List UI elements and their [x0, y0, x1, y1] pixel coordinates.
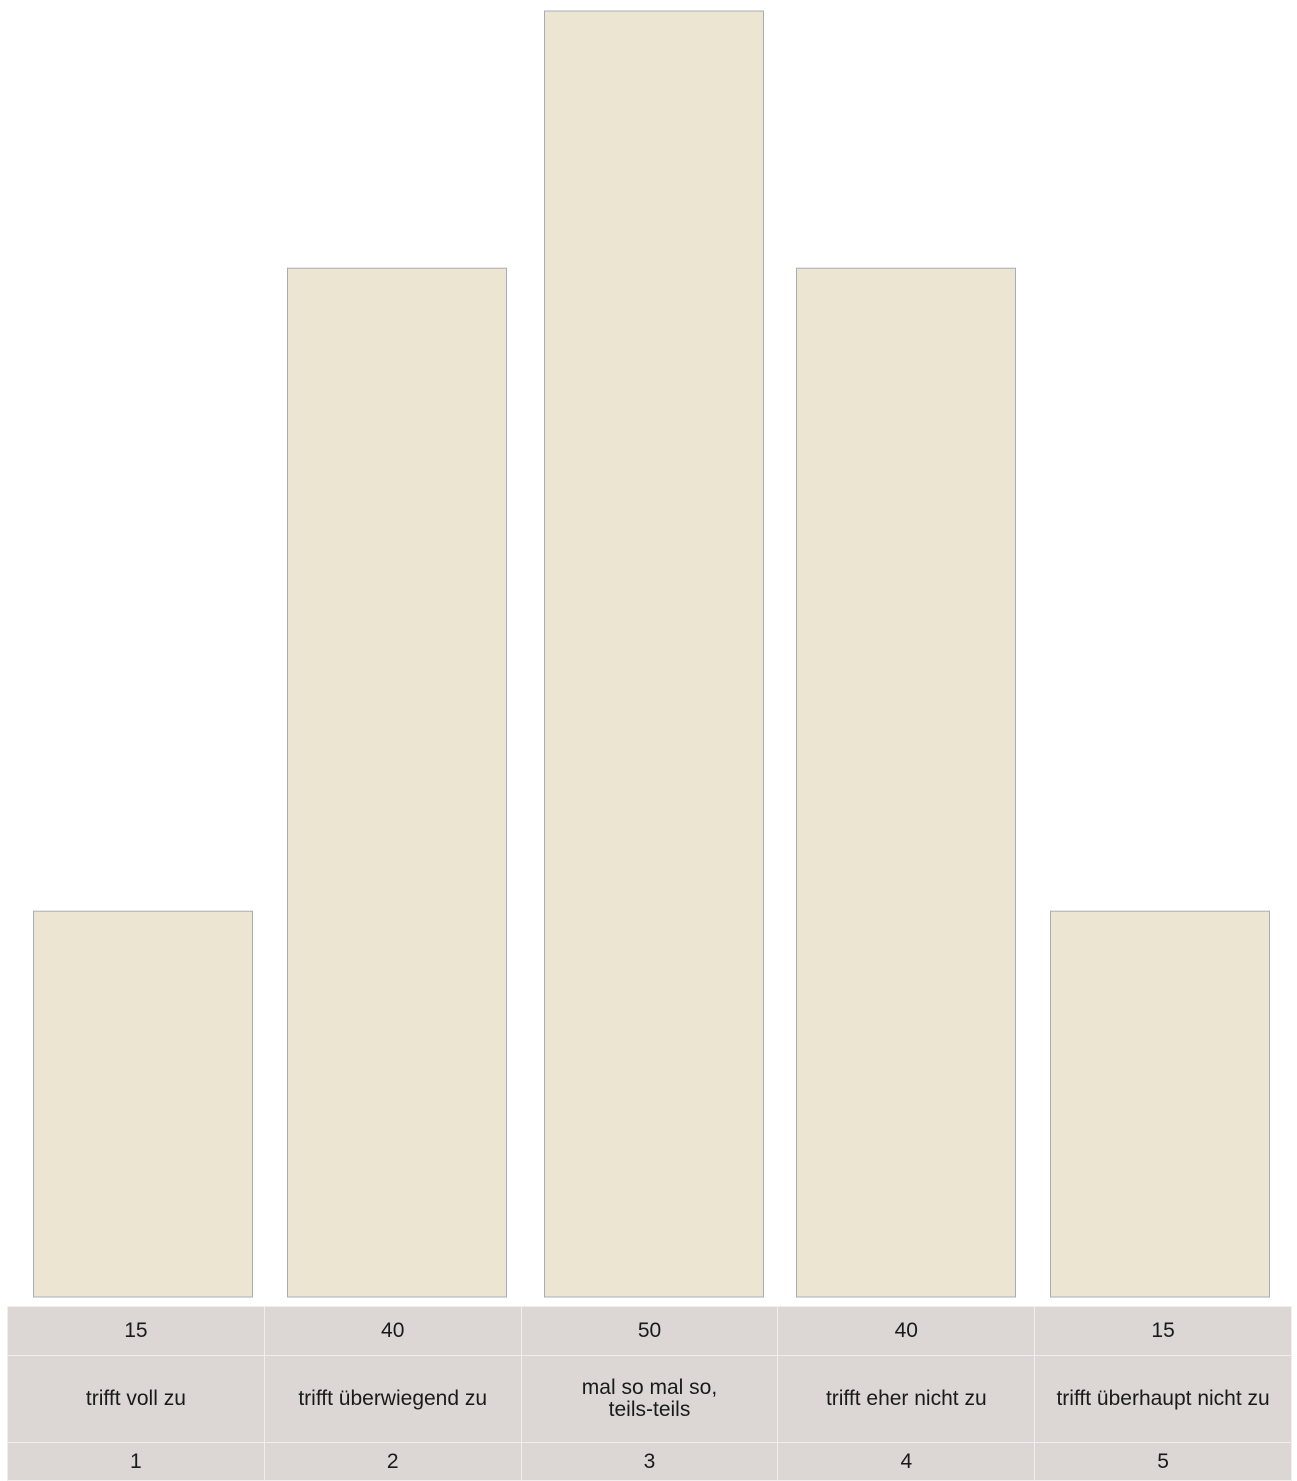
- category-number-cell: 4: [777, 1442, 1036, 1481]
- bar-2: [287, 267, 507, 1298]
- bar-chart-plot: [33, 10, 1270, 1298]
- bar-1: [33, 910, 253, 1298]
- category-number-cell: 3: [520, 1442, 779, 1481]
- bar-4: [796, 267, 1016, 1298]
- value-cell: 40: [263, 1306, 522, 1356]
- value-cell: 15: [7, 1306, 265, 1356]
- value-cell: 40: [777, 1306, 1036, 1356]
- data-table: 15 40 50 40 15 trifft voll zu trifft übe…: [7, 1306, 1292, 1481]
- label-row: trifft voll zu trifft überwiegend zu mal…: [7, 1355, 1292, 1443]
- category-number-cell: 1: [7, 1442, 265, 1481]
- value-cell: 15: [1034, 1306, 1292, 1356]
- category-label-cell: trifft voll zu: [7, 1355, 265, 1443]
- category-number-row: 1 2 3 4 5: [7, 1442, 1292, 1481]
- category-number-cell: 2: [263, 1442, 522, 1481]
- category-label-cell: mal so mal so, teils-teils: [520, 1355, 779, 1443]
- category-number-cell: 5: [1034, 1442, 1292, 1481]
- category-label-cell: trifft überhaupt nicht zu: [1034, 1355, 1292, 1443]
- value-row: 15 40 50 40 15: [7, 1306, 1292, 1356]
- category-label-cell: trifft eher nicht zu: [777, 1355, 1036, 1443]
- bar-5: [1050, 910, 1270, 1298]
- category-label-cell: trifft überwiegend zu: [263, 1355, 522, 1443]
- bar-3: [544, 10, 764, 1298]
- value-cell: 50: [520, 1306, 779, 1356]
